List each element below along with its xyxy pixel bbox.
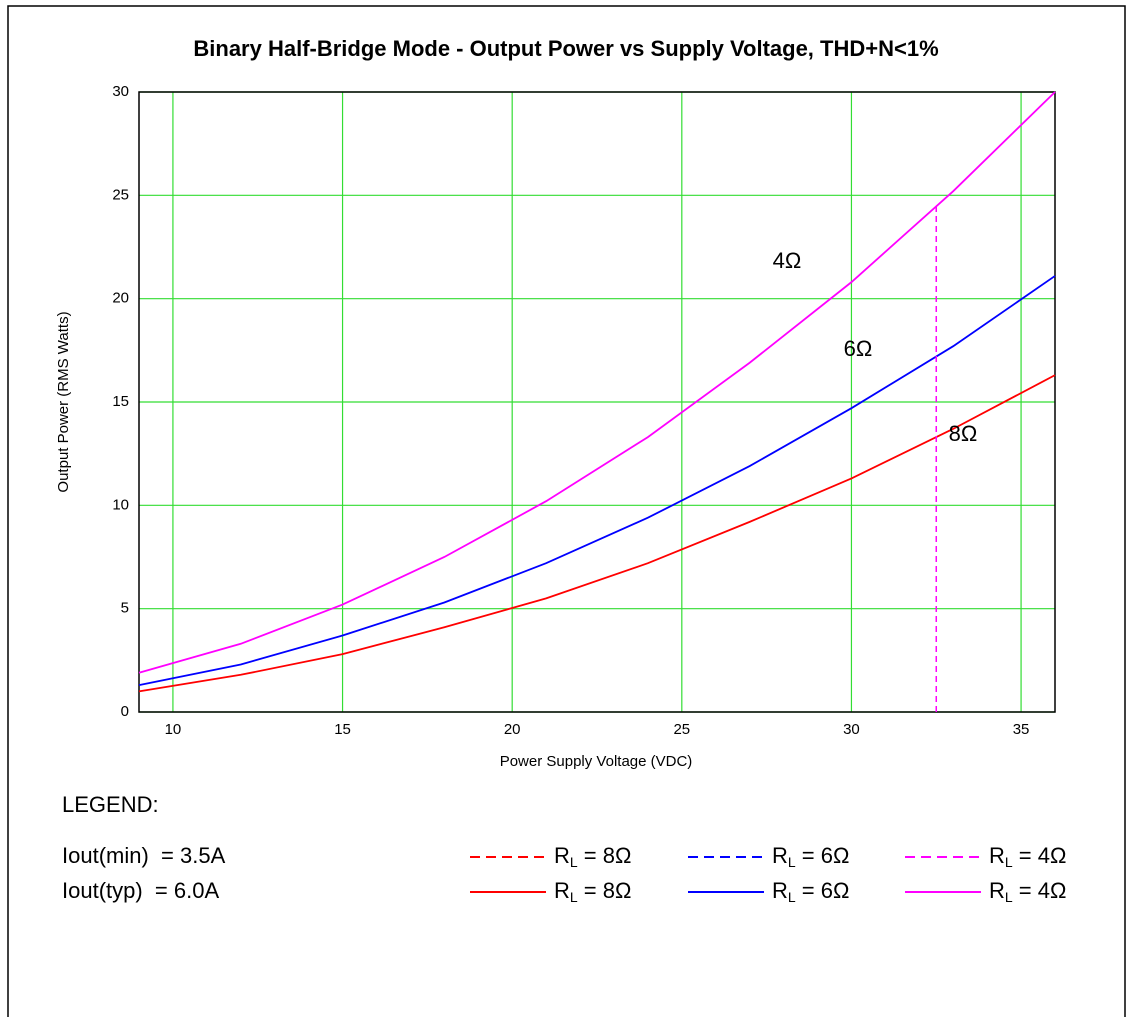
y-axis-label: Output Power (RMS Watts) [55,311,72,492]
x-tick-label: 20 [504,721,521,738]
legend-symbol: R [989,843,1005,868]
line-series [138,91,1056,674]
x-tick-label: 25 [673,721,690,738]
x-tick-label: 35 [1013,721,1030,738]
plot-frame [138,91,1056,713]
legend-symbol: R [554,878,570,903]
curve-label: 8Ω [949,421,978,446]
legend-entry: RL = 4Ω [989,843,1066,870]
line-series [138,374,1056,693]
legend-entry: RL = 4Ω [989,878,1066,905]
legend-subscript: L [788,889,796,905]
x-axis-label: Power Supply Voltage (VDC) [500,753,693,770]
legend-entry: RL = 8Ω [554,843,631,870]
page-border [7,5,1126,1017]
legend-row-label: Iout(min) = 3.5A [62,843,226,868]
x-tick-label: 30 [843,721,860,738]
y-tick-label: 30 [112,83,129,100]
legend-subscript: L [1005,854,1013,870]
curve-label: 4Ω [773,248,802,273]
legend-subscript: L [1005,889,1013,905]
y-tick-label: 0 [121,703,129,720]
legend-symbol: R [989,878,1005,903]
curve-label: 6Ω [844,336,873,361]
legend-subscript: L [788,854,796,870]
legend-text: = 8Ω [578,878,632,903]
legend-subscript: L [570,889,578,905]
y-tick-label: 15 [112,393,129,410]
line-series [138,275,1056,687]
y-tick-label: 10 [112,496,129,513]
y-tick-label: 25 [112,186,129,203]
legend-subscript: L [570,854,578,870]
y-tick-label: 20 [112,290,129,307]
chart-title: Binary Half-Bridge Mode - Output Power v… [193,36,938,61]
legend-entry: RL = 6Ω [772,878,849,905]
legend-text: = 8Ω [578,843,632,868]
legend-text: = 6Ω [796,878,850,903]
legend-text: = 6Ω [796,843,850,868]
legend-heading: LEGEND: [62,792,159,817]
legend-entry: RL = 8Ω [554,878,631,905]
legend-text: = 4Ω [1013,843,1067,868]
legend-symbol: R [772,878,788,903]
legend-symbol: R [554,843,570,868]
x-tick-label: 10 [165,721,182,738]
legend-symbol: R [772,843,788,868]
legend-entry: RL = 6Ω [772,843,849,870]
legend-text: = 4Ω [1013,878,1067,903]
y-tick-label: 5 [121,600,129,617]
legend-row-label: Iout(typ) = 6.0A [62,878,219,903]
x-tick-label: 15 [334,721,351,738]
